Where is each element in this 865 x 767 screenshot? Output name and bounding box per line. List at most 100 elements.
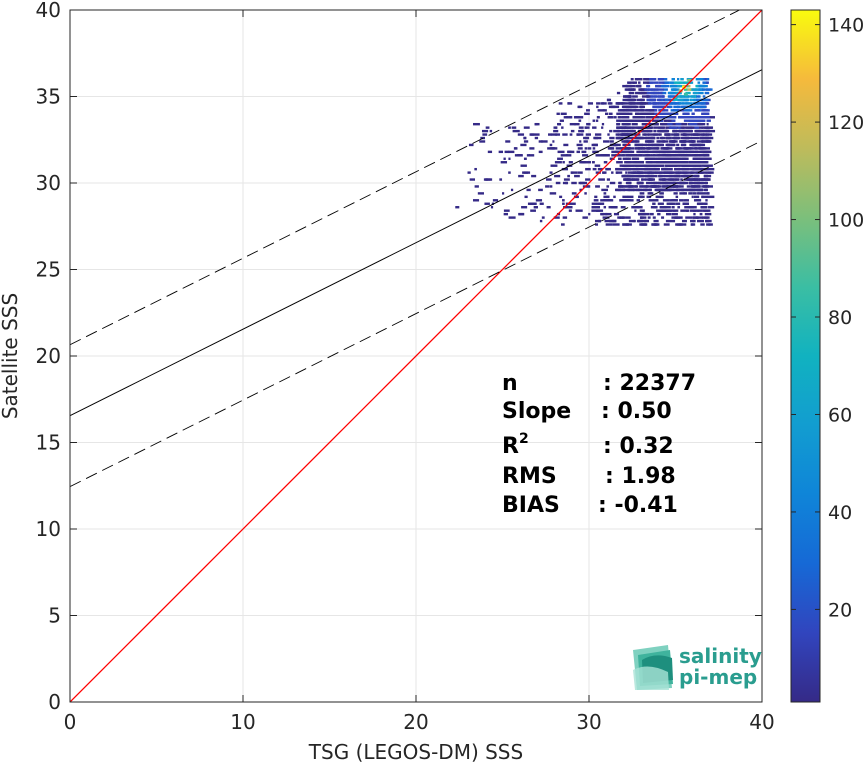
density-bin <box>705 178 710 181</box>
density-bin <box>600 102 607 105</box>
density-bin <box>664 174 672 178</box>
density-bin <box>643 78 650 81</box>
density-bin <box>647 150 654 154</box>
density-bin <box>697 133 704 136</box>
density-bin <box>703 81 707 84</box>
density-bin <box>663 150 668 154</box>
density-bin <box>663 206 667 209</box>
density-bin <box>647 84 651 88</box>
density-bin <box>659 192 664 195</box>
density-bin <box>707 126 714 129</box>
density-bin <box>631 178 636 181</box>
density-bin <box>606 178 610 181</box>
density-bin <box>630 129 633 133</box>
density-bin <box>625 185 632 188</box>
density-bin <box>657 95 664 98</box>
density-bin <box>646 174 654 178</box>
density-bin <box>641 95 649 98</box>
density-bin <box>683 140 689 143</box>
density-bin <box>560 154 568 157</box>
density-bin <box>669 81 675 84</box>
x-axis-label: TSG (LEGOS-DM) SSS <box>308 740 523 764</box>
density-bin <box>615 133 620 136</box>
density-bin <box>617 133 624 136</box>
fit-lines <box>70 10 762 702</box>
density-bin <box>668 91 676 95</box>
density-bin <box>630 78 634 81</box>
density-bin <box>696 181 700 185</box>
density-bin <box>580 181 585 185</box>
density-bin <box>521 206 528 209</box>
density-bin <box>696 95 700 98</box>
density-bin <box>684 81 687 84</box>
density-bin <box>673 133 680 136</box>
density-bin <box>455 206 460 209</box>
density-bin <box>612 223 620 226</box>
density-bin <box>672 112 677 115</box>
density-bin <box>696 98 702 102</box>
density-bin <box>639 185 643 188</box>
density-bin <box>661 91 667 95</box>
density-bin <box>683 143 687 147</box>
density-bin <box>682 126 689 129</box>
density-bin <box>477 192 484 195</box>
density-bin <box>628 219 635 223</box>
density-bin <box>691 223 696 226</box>
density-bin <box>658 174 662 178</box>
density-bin <box>574 174 580 178</box>
density-bin <box>686 185 691 188</box>
density-bin <box>695 129 701 133</box>
density-bin <box>638 188 642 192</box>
density-bin <box>632 154 638 157</box>
density-bin <box>629 181 632 185</box>
density-bin <box>584 147 587 150</box>
density-bin <box>692 167 695 171</box>
density-bin <box>639 112 646 115</box>
density-bin <box>535 199 543 202</box>
density-bin <box>661 216 665 219</box>
density-bin <box>581 150 587 154</box>
density-bin <box>568 209 572 212</box>
density-bin <box>619 164 626 167</box>
density-bin <box>646 181 652 185</box>
density-bin <box>487 150 493 154</box>
density-bin <box>623 116 630 119</box>
density-bin <box>520 164 527 167</box>
density-bin <box>594 195 598 199</box>
density-bin <box>645 185 653 188</box>
density-bin <box>502 192 505 195</box>
density-bin <box>610 105 616 109</box>
logo-line1: salinity <box>679 644 762 668</box>
density-bin <box>571 192 577 195</box>
density-bin <box>635 154 642 157</box>
density-bin <box>526 188 531 192</box>
density-bin <box>587 102 594 105</box>
density-bin <box>638 91 645 95</box>
density-bin <box>594 136 602 140</box>
density-bin <box>701 195 708 199</box>
density-bin <box>690 122 699 126</box>
density-bin <box>622 119 626 122</box>
density-bin <box>655 122 659 126</box>
density-bin <box>633 133 636 136</box>
density-bin <box>649 178 654 181</box>
density-bin <box>550 164 558 167</box>
density-bin <box>672 126 678 129</box>
density-bin <box>673 192 678 195</box>
density-bin <box>627 171 635 174</box>
density-bin <box>702 88 708 91</box>
density-bin <box>609 129 613 133</box>
density-bin <box>662 199 670 202</box>
density-bin <box>562 181 568 185</box>
density-bin <box>642 133 650 136</box>
density-peak <box>683 92 688 96</box>
density-bin <box>567 174 570 178</box>
density-bin <box>592 167 597 171</box>
density-bin <box>645 174 649 178</box>
density-bin <box>626 174 633 178</box>
density-bin <box>682 105 690 109</box>
density-bin <box>607 116 613 119</box>
stat-label: Slope <box>502 399 571 424</box>
density-bin <box>705 219 712 223</box>
density-bin <box>665 147 673 150</box>
